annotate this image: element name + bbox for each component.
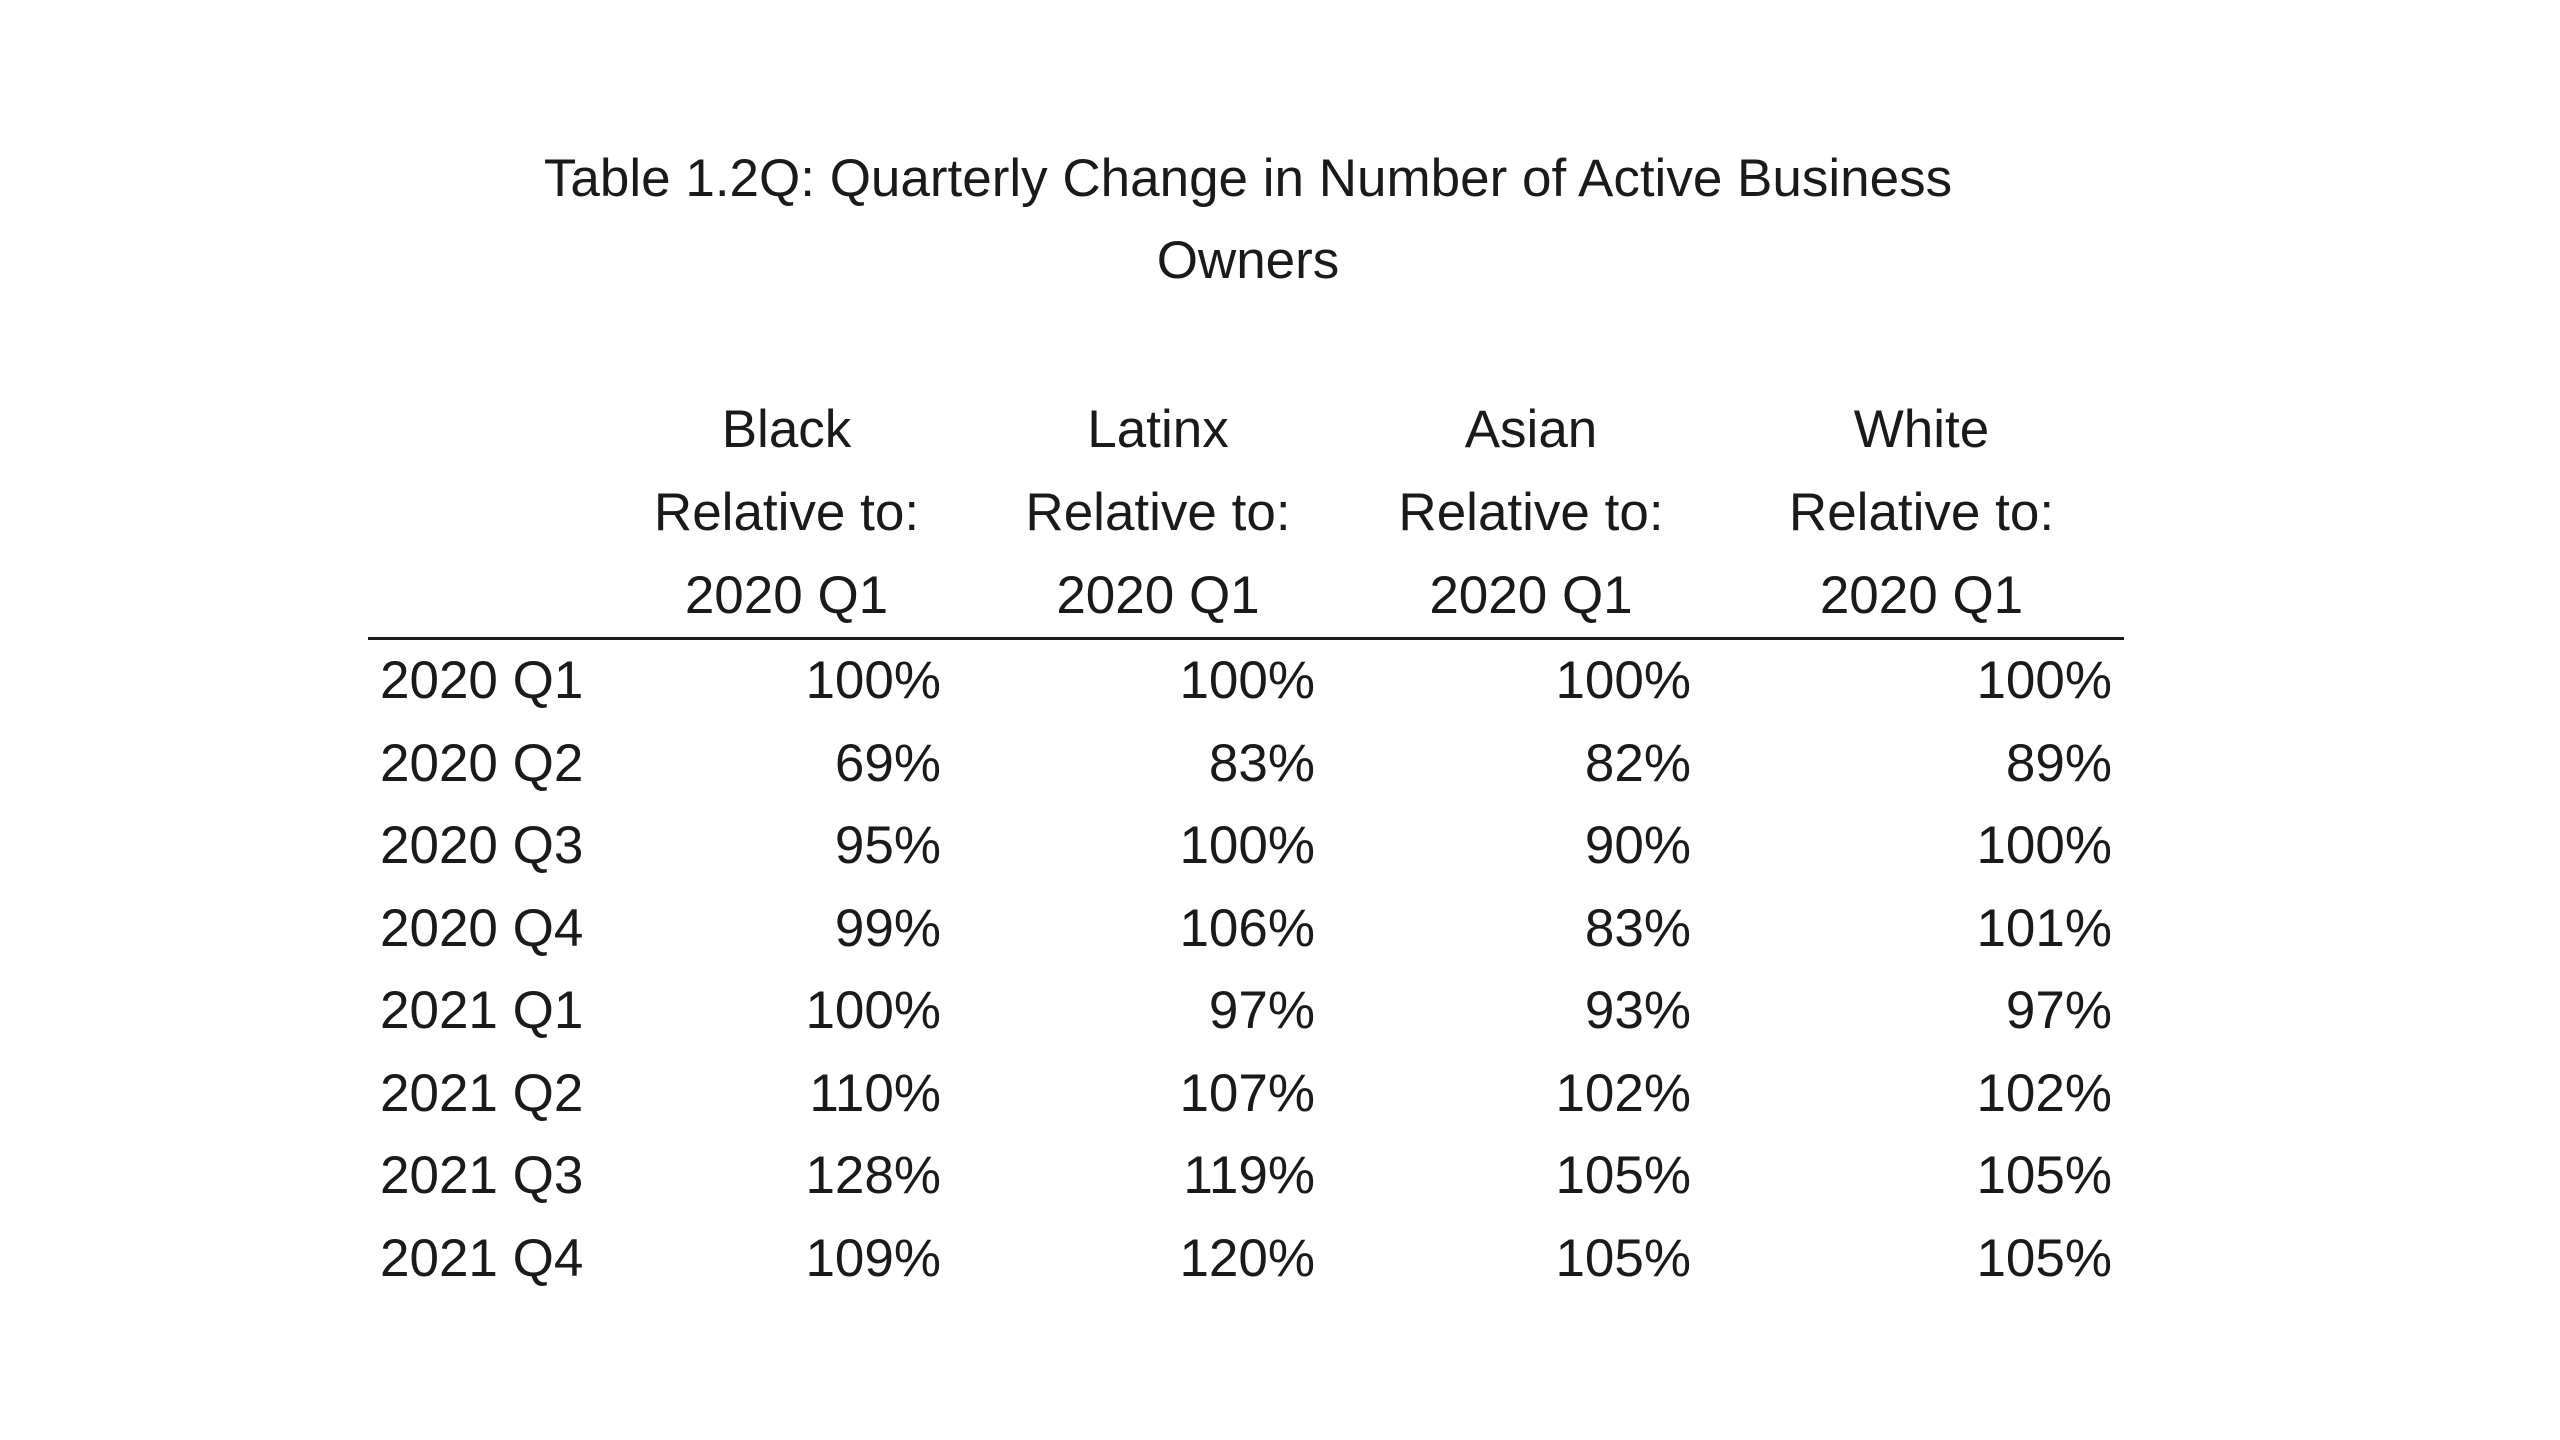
data-table: Black Relative to: 2020 Q1 Latinx Relati… <box>368 388 2124 1300</box>
row-label: 2020 Q3 <box>380 816 584 875</box>
cell-black: 95% <box>834 816 941 875</box>
row-label: 2020 Q2 <box>380 733 584 793</box>
header-group-label: White <box>1853 400 1990 459</box>
cell-black: 109% <box>805 1228 941 1288</box>
cell-white: 105% <box>1976 1228 2112 1288</box>
header-group-label: Black <box>721 400 852 459</box>
table-row: 2020 Q1 100% 100% 100% 100% <box>368 639 2124 723</box>
cell-latinx: 97% <box>1208 981 1315 1040</box>
row-label: 2020 Q1 <box>380 651 584 710</box>
cell-white: 97% <box>2005 981 2112 1040</box>
header-cell-asian: Asian Relative to: 2020 Q1 <box>1343 388 1719 640</box>
header-relative-label: Relative to: <box>1025 483 1291 542</box>
cell-white: 100% <box>1976 816 2112 875</box>
header-cell-empty <box>368 388 600 640</box>
header-relative-label: Relative to: <box>653 483 920 542</box>
header-relative-label: Relative to: <box>1788 483 2055 542</box>
table-row: 2020 Q3 95% 100% 90% 100% <box>368 805 2124 888</box>
cell-latinx: 100% <box>1179 816 1315 875</box>
cell-asian: 105% <box>1555 1146 1691 1205</box>
cell-latinx: 83% <box>1208 733 1315 793</box>
header-row: Black Relative to: 2020 Q1 Latinx Relati… <box>368 388 2124 640</box>
cell-asian: 100% <box>1555 651 1691 710</box>
cell-white: 100% <box>1976 651 2112 710</box>
cell-white: 89% <box>2005 733 2112 793</box>
cell-asian: 105% <box>1555 1228 1691 1288</box>
cell-asian: 82% <box>1584 733 1691 793</box>
cell-asian: 93% <box>1584 981 1691 1040</box>
table-row: 2021 Q3 128% 119% 105% 105% <box>368 1135 2124 1218</box>
header-base-label: 2020 Q1 <box>1429 566 1633 625</box>
table-title-line-1: Table 1.2Q: Quarterly Change in Number o… <box>543 149 1953 208</box>
row-label: 2021 Q3 <box>380 1146 584 1205</box>
table-title: Table 1.2Q: Quarterly Change in Number o… <box>0 138 2496 302</box>
cell-white: 101% <box>1976 898 2112 958</box>
cell-latinx: 100% <box>1179 651 1315 710</box>
header-group-label: Asian <box>1464 400 1598 459</box>
header-cell-white: White Relative to: 2020 Q1 <box>1719 388 2124 640</box>
data-table-container: Black Relative to: 2020 Q1 Latinx Relati… <box>368 388 2124 1300</box>
cell-black: 100% <box>805 651 941 710</box>
table-row: 2021 Q4 109% 120% 105% 105% <box>368 1218 2124 1301</box>
row-label: 2021 Q4 <box>380 1228 584 1288</box>
table-row: 2020 Q4 99% 106% 83% 101% <box>368 888 2124 971</box>
header-base-label: 2020 Q1 <box>1819 566 2024 625</box>
cell-asian: 90% <box>1584 816 1691 875</box>
row-label: 2021 Q1 <box>380 981 584 1040</box>
table-title-line-2: Owners <box>1156 231 1340 290</box>
cell-asian: 102% <box>1555 1063 1691 1123</box>
table-row: 2021 Q1 100% 97% 93% 97% <box>368 970 2124 1053</box>
cell-asian: 83% <box>1584 898 1691 958</box>
cell-latinx: 107% <box>1179 1063 1315 1123</box>
header-group-label: Latinx <box>1087 400 1229 459</box>
header-base-label: 2020 Q1 <box>684 566 889 625</box>
header-cell-black: Black Relative to: 2020 Q1 <box>600 388 973 640</box>
cell-latinx: 119% <box>1183 1146 1315 1205</box>
header-base-label: 2020 Q1 <box>1056 566 1260 625</box>
cell-latinx: 106% <box>1179 898 1315 958</box>
cell-black: 128% <box>805 1146 941 1205</box>
cell-black: 99% <box>834 898 941 958</box>
cell-latinx: 120% <box>1179 1228 1315 1288</box>
table-row: 2021 Q2 110% 107% 102% 102% <box>368 1053 2124 1136</box>
header-relative-label: Relative to: <box>1398 483 1664 542</box>
cell-black: 69% <box>834 733 941 793</box>
row-label: 2020 Q4 <box>380 898 584 958</box>
cell-white: 105% <box>1976 1146 2112 1205</box>
header-cell-latinx: Latinx Relative to: 2020 Q1 <box>973 388 1343 640</box>
row-label: 2021 Q2 <box>380 1063 584 1123</box>
cell-black: 100% <box>805 981 941 1040</box>
table-header: Black Relative to: 2020 Q1 Latinx Relati… <box>368 388 2124 640</box>
cell-black: 110% <box>809 1063 941 1123</box>
cell-white: 102% <box>1976 1063 2112 1123</box>
table-row: 2020 Q2 69% 83% 82% 89% <box>368 723 2124 806</box>
table-body: 2020 Q1 100% 100% 100% 100% 2020 Q2 69% … <box>368 639 2124 1301</box>
